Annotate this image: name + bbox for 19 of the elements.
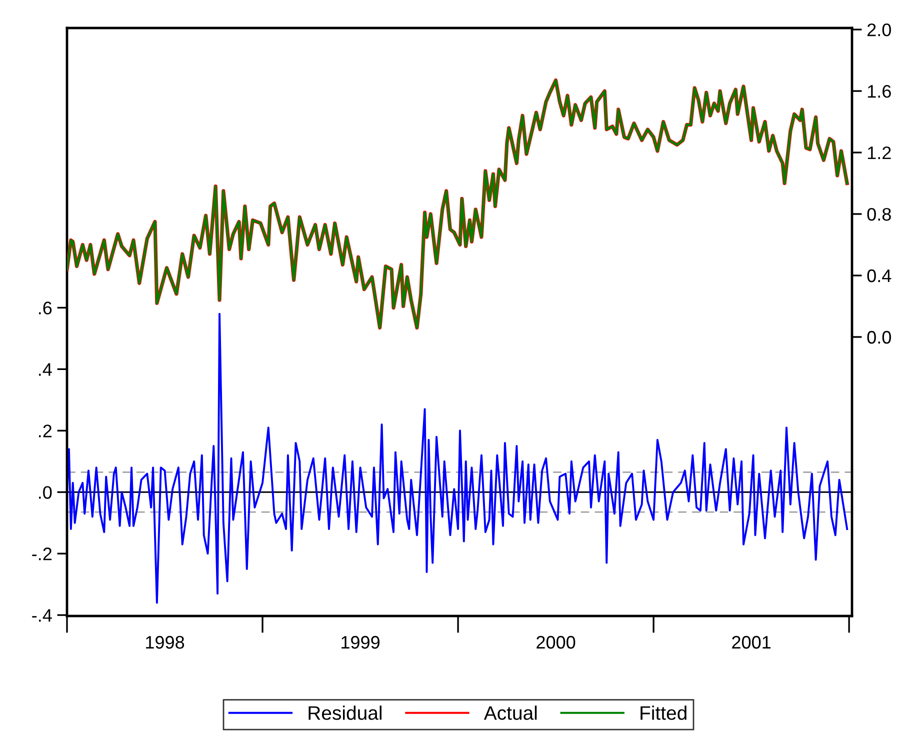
legend-label: Residual — [308, 706, 382, 720]
y2-tick-label: 0.0 — [867, 330, 891, 344]
y2-tick-label: 0.4 — [867, 269, 892, 282]
x-tick-label: 2001 — [732, 636, 771, 649]
y-tick-label: -.2 — [32, 548, 52, 560]
y-tick-label: .2 — [39, 424, 52, 438]
y2-tick-label: 0.8 — [867, 208, 891, 221]
x-tick-label: 1998 — [146, 636, 184, 649]
y2-tick-label: 1.2 — [868, 146, 891, 160]
y-tick-label: .4 — [39, 363, 52, 376]
legend-label: Actual — [484, 706, 537, 720]
x-tick-label: 1999 — [342, 636, 380, 649]
y-tick-label: .6 — [39, 302, 52, 314]
y-tick-label: -.4 — [32, 609, 52, 622]
legend-label: Fitted — [640, 706, 686, 720]
x-tick-label: 2000 — [536, 636, 576, 649]
y2-tick-label: 1.6 — [868, 84, 891, 98]
y-tick-label: .0 — [39, 486, 52, 499]
y2-tick-label: 2.0 — [867, 23, 891, 36]
